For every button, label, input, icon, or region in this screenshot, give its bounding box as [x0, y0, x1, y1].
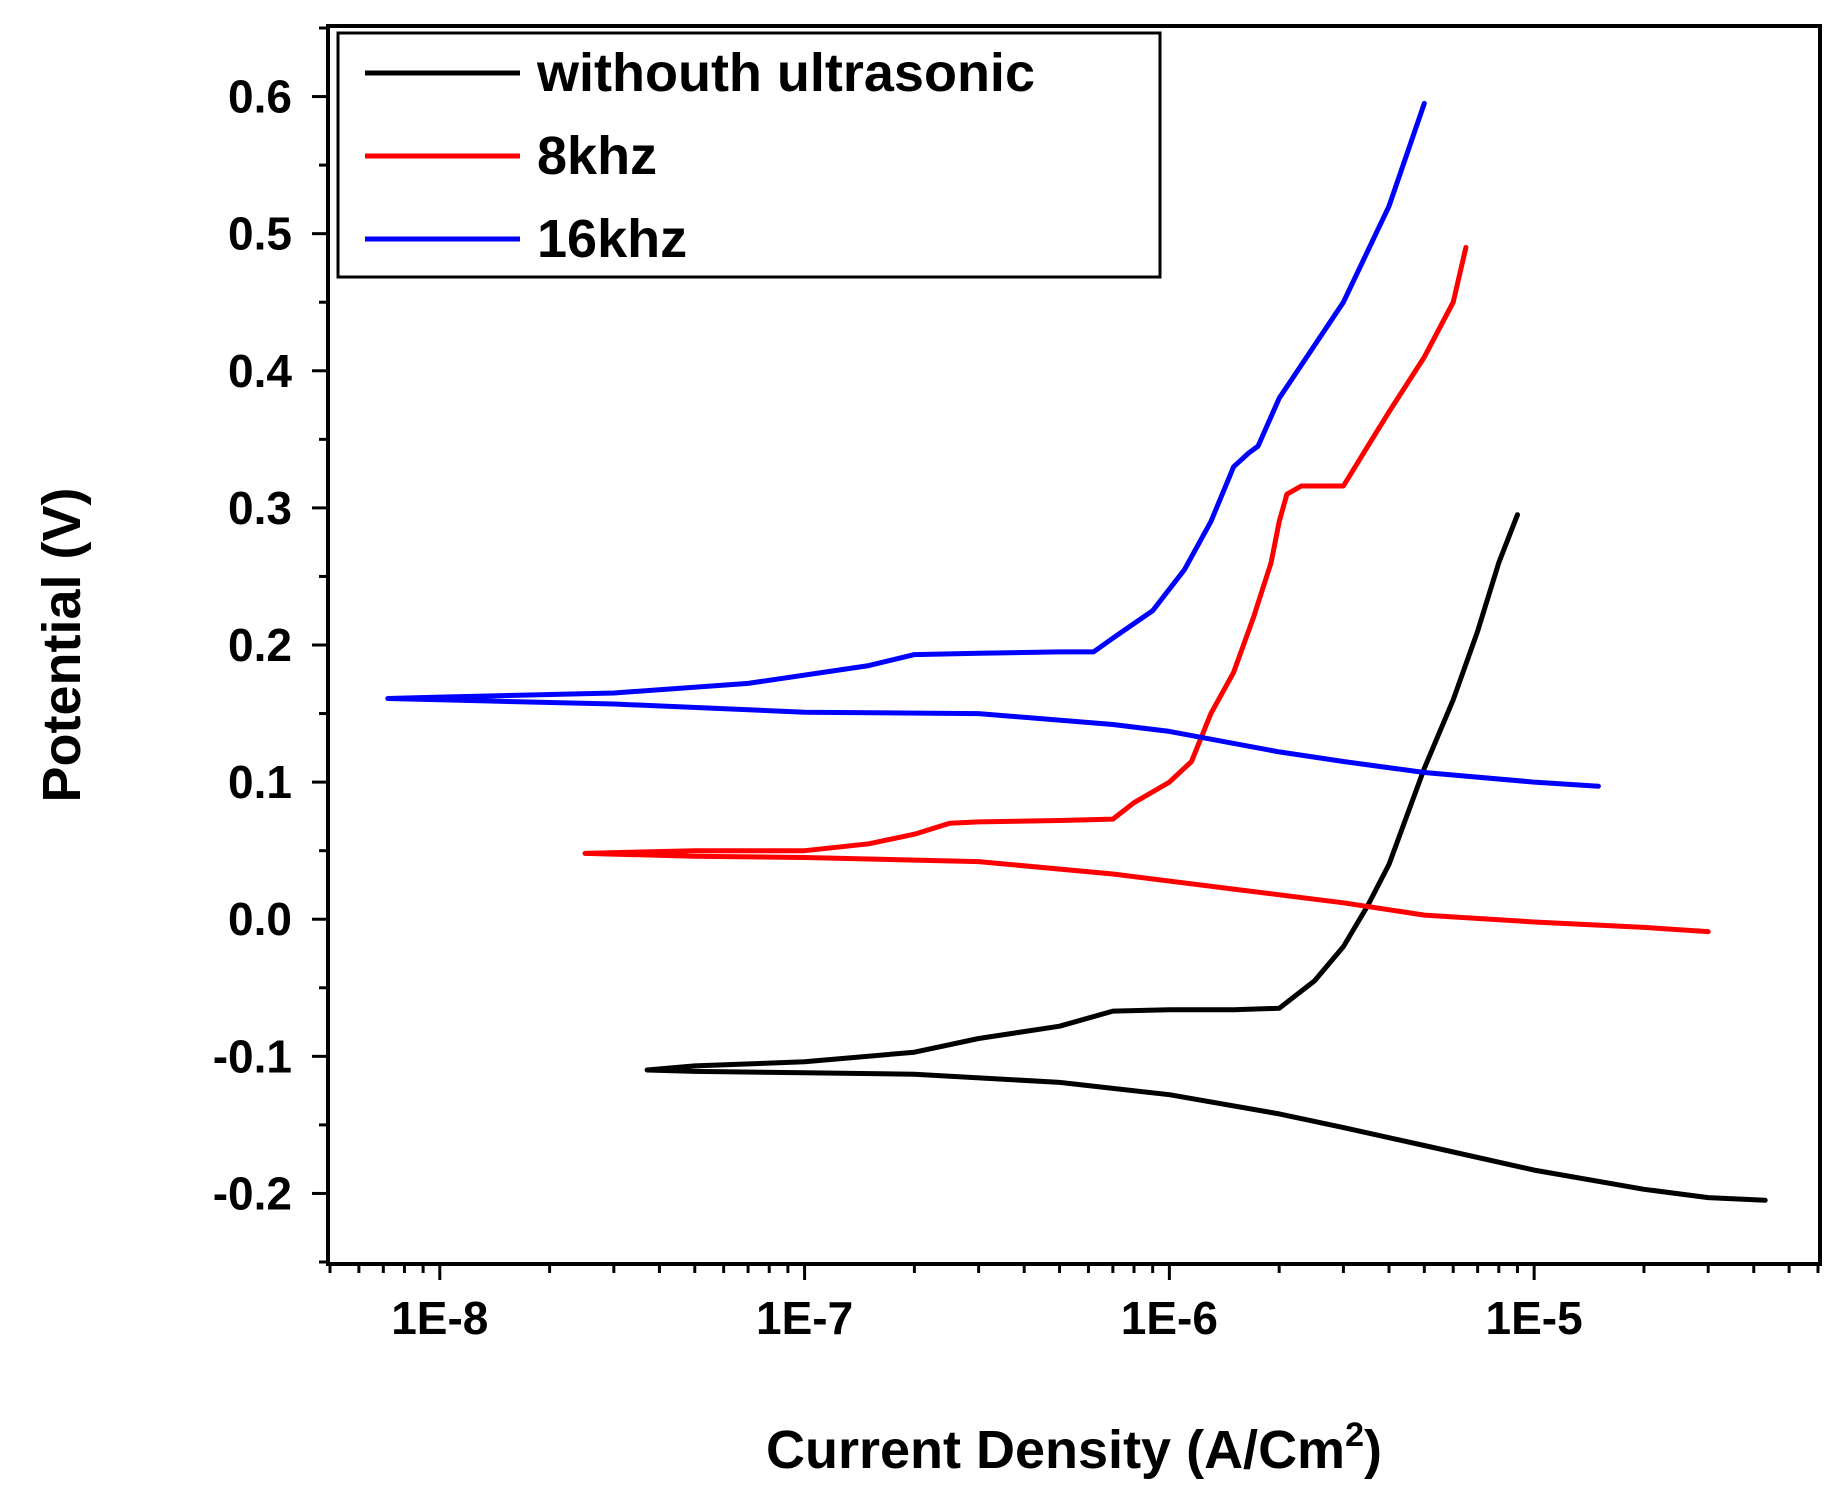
y-tick-label: 0.1 [228, 756, 292, 808]
y-tick-label: 0.0 [228, 893, 292, 945]
y-axis-title: Potential (V) [32, 487, 92, 802]
y-axis-tick-labels: -0.2 -0.1 0.0 0.1 0.2 0.3 0.4 0.5 0.6 [213, 71, 293, 1220]
x-tick-label: 1E-5 [1486, 1292, 1583, 1344]
y-tick-label: -0.2 [213, 1167, 292, 1219]
x-axis-title-close: ) [1364, 1420, 1382, 1480]
y-tick-label: -0.1 [213, 1030, 292, 1082]
series-line-2 [385, 100, 1601, 789]
x-axis-ticks [328, 1264, 1820, 1280]
x-tick-label: 1E-6 [1121, 1292, 1218, 1344]
legend-label-2: 16khz [537, 209, 687, 269]
y-tick-label: 0.5 [228, 208, 292, 260]
y-tick-label: 0.2 [228, 619, 292, 671]
x-axis-title-superscript: 2 [1345, 1416, 1364, 1454]
series-line-1 [582, 244, 1711, 935]
y-tick-label: 0.3 [228, 482, 292, 534]
legend-label-0: withouth ultrasonic [536, 43, 1035, 103]
x-axis-tick-labels: 1E-8 1E-7 1E-6 1E-5 [391, 1292, 1583, 1344]
legend: withouth ultrasonic 8khz 16khz [336, 31, 1162, 279]
x-tick-label: 1E-8 [391, 1292, 488, 1344]
x-axis-title-text: Current Density (A/Cm [766, 1420, 1345, 1480]
y-tick-label: 0.4 [228, 345, 292, 397]
legend-label-1: 8khz [537, 126, 657, 186]
series-line-0 [644, 512, 1768, 1203]
y-tick-label: 0.6 [228, 71, 292, 123]
x-axis-title: Current Density (A/Cm2) [766, 1416, 1382, 1480]
x-tick-label: 1E-7 [756, 1292, 853, 1344]
y-axis-ticks [312, 26, 328, 1264]
series-curves [385, 100, 1768, 1203]
